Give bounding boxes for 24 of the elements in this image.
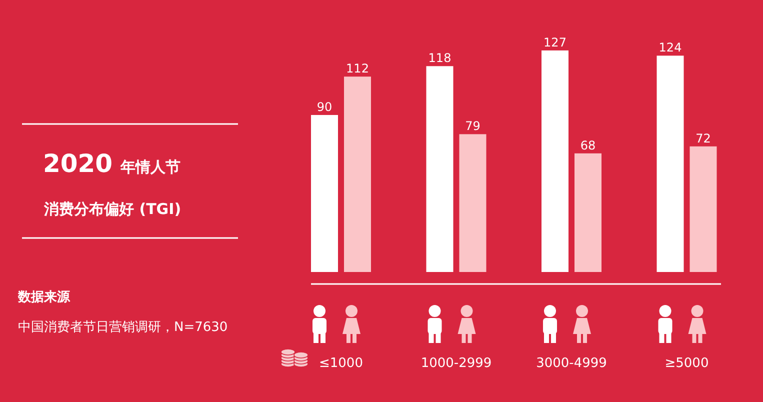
data-label: 68 xyxy=(580,138,596,152)
x-tick-label: ≥5000 xyxy=(664,356,709,371)
bar xyxy=(426,66,454,272)
data-label: 79 xyxy=(465,119,480,134)
bar xyxy=(459,134,486,272)
text: 2020 年情人节 xyxy=(43,149,181,178)
bar xyxy=(311,114,338,272)
data-label: 124 xyxy=(658,40,682,55)
text: 消费分布偏好 (TGI) xyxy=(43,200,182,218)
data-label: 112 xyxy=(346,62,369,76)
data-label: 72 xyxy=(696,131,711,146)
data-label: 90 xyxy=(316,100,332,114)
x-tick-label: 1000-2999 xyxy=(420,356,492,371)
bar xyxy=(574,153,602,272)
bar xyxy=(344,76,371,272)
data-label: 118 xyxy=(428,51,452,66)
bar xyxy=(542,50,568,272)
data-label: 127 xyxy=(544,35,566,50)
x-tick-label: 3000-4999 xyxy=(536,356,607,371)
bar xyxy=(690,146,717,272)
text: 数据来源 xyxy=(17,290,71,305)
text: 中国消费者节日营销调研，N=7630 xyxy=(18,320,228,335)
x-tick-label: ≤1000 xyxy=(319,356,363,371)
bar xyxy=(656,56,684,272)
